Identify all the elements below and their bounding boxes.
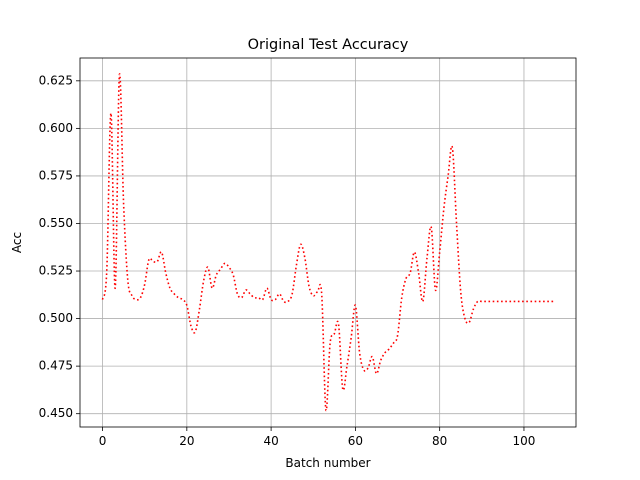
x-tick-label: 80 — [432, 434, 447, 448]
plot-area-background — [80, 58, 576, 427]
y-tick-label: 0.625 — [39, 73, 73, 87]
y-axis-label: Acc — [10, 232, 24, 253]
y-tick-label: 0.550 — [39, 216, 73, 230]
x-tick-label: 60 — [348, 434, 363, 448]
x-tick-label: 20 — [179, 434, 194, 448]
grid — [80, 58, 576, 427]
chart-title: Original Test Accuracy — [248, 37, 409, 53]
x-tick-label: 0 — [99, 434, 107, 448]
x-tick-label: 100 — [513, 434, 536, 448]
plot-frame — [79, 57, 577, 428]
y-tick-label: 0.450 — [39, 406, 73, 420]
y-tick-label: 0.525 — [39, 264, 73, 278]
accuracy-line — [101, 73, 554, 412]
x-tick-label: 40 — [263, 434, 278, 448]
y-tick-label: 0.500 — [39, 311, 73, 325]
y-tick-label: 0.575 — [39, 168, 73, 182]
axis-ticks: 0 20 40 60 80 100 0.450 0.475 0.500 0.525 0.550 0.5… — [39, 73, 536, 448]
x-axis-label: Batch number — [285, 456, 370, 470]
y-tick-label: 0.600 — [39, 121, 73, 135]
y-tick-label: 0.475 — [39, 359, 73, 373]
